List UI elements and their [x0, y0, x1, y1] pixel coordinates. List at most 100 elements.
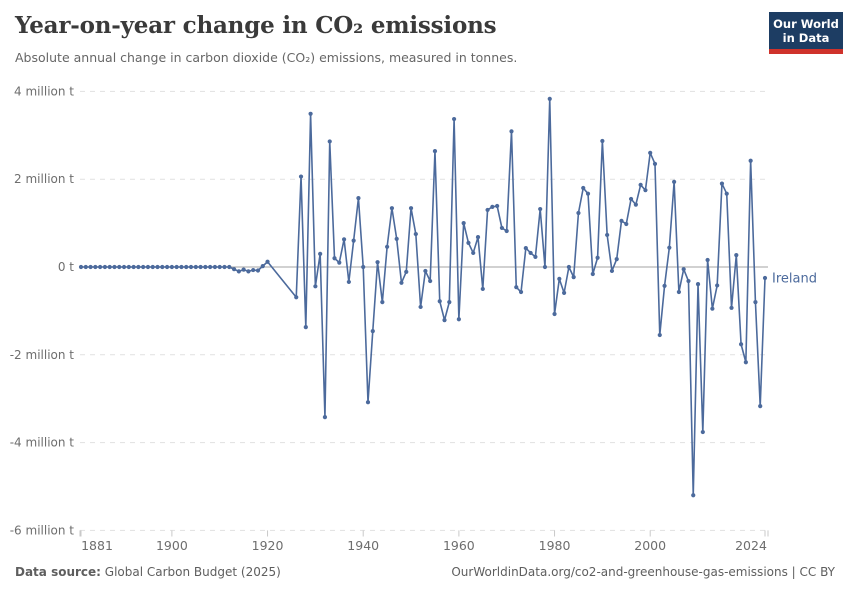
data-point[interactable] — [643, 188, 648, 193]
data-point[interactable] — [351, 238, 356, 243]
data-point[interactable] — [557, 276, 562, 281]
data-point[interactable] — [126, 264, 131, 270]
data-point[interactable] — [710, 306, 715, 311]
owid-logo[interactable]: Our World in Data — [769, 12, 843, 54]
data-point[interactable] — [413, 231, 418, 237]
data-point[interactable] — [686, 278, 691, 284]
data-point[interactable] — [394, 236, 399, 241]
data-point[interactable] — [509, 129, 514, 134]
data-point[interactable] — [380, 300, 385, 305]
data-point[interactable] — [203, 264, 208, 270]
data-point[interactable] — [562, 290, 567, 295]
data-point[interactable] — [585, 191, 591, 196]
data-point[interactable] — [332, 256, 337, 261]
data-point[interactable] — [695, 282, 701, 287]
data-point[interactable] — [743, 360, 748, 365]
data-point[interactable] — [165, 264, 170, 270]
data-point[interactable] — [442, 318, 447, 323]
data-point[interactable] — [624, 221, 629, 227]
data-point[interactable] — [399, 280, 404, 285]
data-point[interactable] — [605, 232, 610, 238]
data-point[interactable] — [231, 267, 237, 272]
data-point[interactable] — [169, 264, 174, 270]
data-point[interactable] — [571, 275, 576, 280]
data-point[interactable] — [652, 161, 658, 166]
data-point[interactable] — [499, 225, 505, 231]
data-point[interactable] — [691, 493, 696, 498]
data-point[interactable] — [121, 264, 127, 270]
data-point[interactable] — [753, 300, 758, 305]
data-point[interactable] — [107, 264, 112, 270]
data-point[interactable] — [738, 342, 744, 347]
data-point[interactable] — [389, 206, 395, 211]
data-point[interactable] — [193, 264, 198, 270]
data-point[interactable] — [308, 111, 313, 116]
data-point[interactable] — [518, 289, 524, 295]
data-source-value[interactable]: Global Carbon Budget (2025) — [100, 565, 281, 579]
data-point[interactable] — [657, 332, 662, 338]
data-point[interactable] — [614, 257, 619, 262]
data-point[interactable] — [609, 268, 615, 274]
data-point[interactable] — [590, 271, 595, 277]
data-point[interactable] — [112, 264, 117, 270]
data-point[interactable] — [385, 244, 390, 249]
data-point[interactable] — [758, 404, 763, 409]
data-point[interactable] — [141, 264, 146, 270]
data-point[interactable] — [322, 415, 328, 420]
data-point[interactable] — [198, 264, 203, 270]
data-point[interactable] — [184, 264, 189, 270]
data-point[interactable] — [724, 191, 729, 196]
data-point[interactable] — [131, 264, 136, 270]
data-point[interactable] — [542, 264, 548, 270]
data-point[interactable] — [155, 264, 160, 270]
data-point[interactable] — [672, 179, 677, 184]
data-point[interactable] — [762, 275, 768, 281]
data-point[interactable] — [361, 264, 366, 270]
data-point[interactable] — [648, 150, 653, 155]
series-line-ireland[interactable] — [80, 98, 766, 497]
data-point[interactable] — [566, 264, 571, 270]
data-point[interactable] — [600, 138, 605, 144]
data-point[interactable] — [117, 264, 122, 270]
data-point[interactable] — [160, 264, 165, 270]
data-point[interactable] — [432, 149, 438, 154]
data-point[interactable] — [255, 268, 261, 273]
data-point[interactable] — [78, 264, 84, 270]
data-point[interactable] — [188, 264, 194, 270]
data-point[interactable] — [552, 311, 557, 317]
data-point[interactable] — [538, 206, 543, 212]
data-point[interactable] — [595, 255, 600, 260]
data-point[interactable] — [461, 221, 466, 226]
data-point[interactable] — [327, 139, 332, 144]
data-point[interactable] — [150, 264, 155, 270]
data-point[interactable] — [337, 260, 342, 265]
data-point[interactable] — [318, 251, 323, 256]
data-point[interactable] — [437, 299, 442, 304]
data-point[interactable] — [485, 207, 490, 213]
data-point[interactable] — [466, 240, 471, 245]
data-point[interactable] — [428, 278, 433, 284]
data-point[interactable] — [246, 269, 251, 274]
data-point[interactable] — [251, 267, 256, 273]
data-point[interactable] — [628, 196, 634, 202]
data-point[interactable] — [581, 185, 586, 191]
data-point[interactable] — [236, 269, 241, 274]
data-point[interactable] — [475, 235, 481, 240]
data-point[interactable] — [480, 286, 485, 292]
data-point[interactable] — [212, 264, 218, 270]
data-point[interactable] — [174, 264, 179, 270]
data-point[interactable] — [418, 304, 423, 310]
data-point[interactable] — [451, 116, 457, 122]
data-point[interactable] — [294, 295, 299, 300]
data-point[interactable] — [375, 260, 380, 265]
data-point[interactable] — [346, 279, 351, 285]
data-point[interactable] — [102, 264, 108, 270]
data-point[interactable] — [313, 284, 318, 289]
data-point[interactable] — [179, 264, 184, 270]
data-point[interactable] — [471, 250, 476, 256]
data-point[interactable] — [83, 264, 88, 270]
data-point[interactable] — [719, 181, 725, 186]
data-point[interactable] — [734, 253, 739, 258]
data-point[interactable] — [638, 182, 643, 188]
data-point[interactable] — [265, 259, 270, 264]
